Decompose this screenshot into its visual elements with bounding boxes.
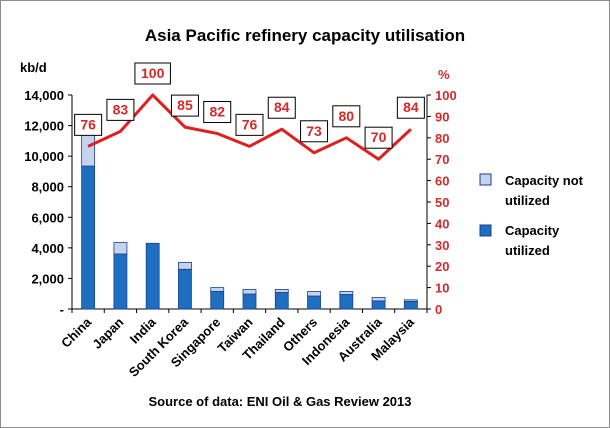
right-tick-label: 10 [435, 281, 449, 296]
data-label-south-korea: 85 [177, 97, 193, 113]
right-tick-label: 0 [435, 302, 442, 317]
bar-capacity-not-utilized-thailand [274, 289, 289, 293]
bar-capacity-utilized-others [307, 295, 321, 310]
left-tick-label: 4,000 [31, 241, 64, 256]
data-label-box-indonesia [332, 105, 361, 128]
bar-capacity-utilized-malaysia [403, 300, 418, 310]
data-label-box-india [134, 62, 171, 85]
data-label-australia: 70 [371, 129, 387, 145]
data-label-box-malaysia [396, 96, 425, 119]
legend-swatch-capacity-not-utilized [479, 173, 492, 186]
bar-capacity-utilized-thailand [274, 292, 289, 310]
right-tick-label: 80 [435, 131, 449, 146]
bar-capacity-utilized-china [81, 165, 96, 310]
bar-capacity-not-utilized-japan [113, 242, 128, 255]
left-tick-label: 6,000 [31, 210, 64, 225]
bar-capacity-not-utilized-singapore [210, 287, 225, 292]
data-label-box-south-korea [170, 94, 199, 117]
legend-label-capacity-utilized-line2: utilized [505, 243, 550, 258]
left-tick-label: 8,000 [31, 180, 64, 195]
right-tick-label: 90 [435, 109, 449, 124]
data-label-china: 76 [80, 116, 96, 132]
legend-label-capacity-not-utilized-line1: Capacity not [505, 173, 584, 188]
data-label-others: 73 [306, 123, 322, 139]
legend-label-capacity-utilized-line1: Capacity [505, 223, 560, 238]
left-axis-unit: kb/d [20, 60, 47, 75]
left-tick-label: 10,000 [24, 149, 64, 164]
right-tick-label: 20 [435, 259, 449, 274]
right-tick-label: 70 [435, 152, 449, 167]
bar-capacity-utilized-australia [371, 300, 386, 310]
data-label-box-thailand [267, 96, 296, 119]
data-label-box-china [74, 113, 103, 136]
source-note: Source of data: ENI Oil & Gas Review 201… [149, 394, 412, 409]
bar-capacity-not-utilized-indonesia [339, 291, 354, 295]
data-label-box-australia [364, 126, 393, 149]
utilisation-rate-line [87, 93, 412, 161]
right-tick-label: 40 [435, 216, 449, 231]
data-label-box-singapore [203, 101, 232, 124]
data-label-thailand: 84 [274, 99, 290, 115]
bar-capacity-utilized-singapore [210, 291, 225, 310]
bar-capacity-utilized-indonesia [339, 294, 354, 310]
data-label-singapore: 82 [209, 104, 225, 120]
left-tick-label: 2,000 [31, 271, 64, 286]
data-label-japan: 83 [113, 101, 129, 117]
right-axis-unit: % [438, 67, 450, 82]
right-tick-label: 60 [435, 174, 449, 189]
bar-capacity-utilized-japan [113, 253, 128, 310]
bar-capacity-not-utilized-others [307, 291, 321, 297]
data-label-box-taiwan [235, 113, 264, 136]
data-label-taiwan: 76 [242, 116, 258, 132]
right-tick-label: 100 [435, 88, 457, 103]
legend: Capacity not utilized Capacity utilized [479, 173, 584, 258]
left-tick-label: 12,000 [24, 119, 64, 134]
right-tick-label: 30 [435, 238, 449, 253]
bar-capacity-utilized-south-korea [178, 268, 192, 310]
chart-title: Asia Pacific refinery capacity utilisati… [145, 26, 465, 45]
data-label-box-japan [106, 98, 135, 121]
bar-capacity-not-utilized-taiwan [242, 289, 257, 295]
bar-capacity-not-utilized-australia [371, 296, 386, 302]
data-label-india: 100 [141, 65, 165, 81]
data-label-box-others [300, 120, 329, 143]
legend-swatch-capacity-utilized [479, 224, 492, 237]
data-label-malaysia: 84 [403, 99, 419, 115]
bar-capacity-utilized-india [145, 242, 160, 310]
left-tick-label: - [60, 302, 64, 317]
left-tick-label: 14,000 [24, 88, 64, 103]
bar-capacity-utilized-taiwan [242, 293, 257, 310]
bar-capacity-not-utilized-malaysia [403, 299, 418, 302]
data-label-indonesia: 80 [339, 108, 355, 124]
bar-capacity-not-utilized-south-korea [178, 261, 192, 270]
right-tick-label: 50 [435, 195, 449, 210]
legend-label-capacity-not-utilized-line2: utilized [505, 193, 550, 208]
